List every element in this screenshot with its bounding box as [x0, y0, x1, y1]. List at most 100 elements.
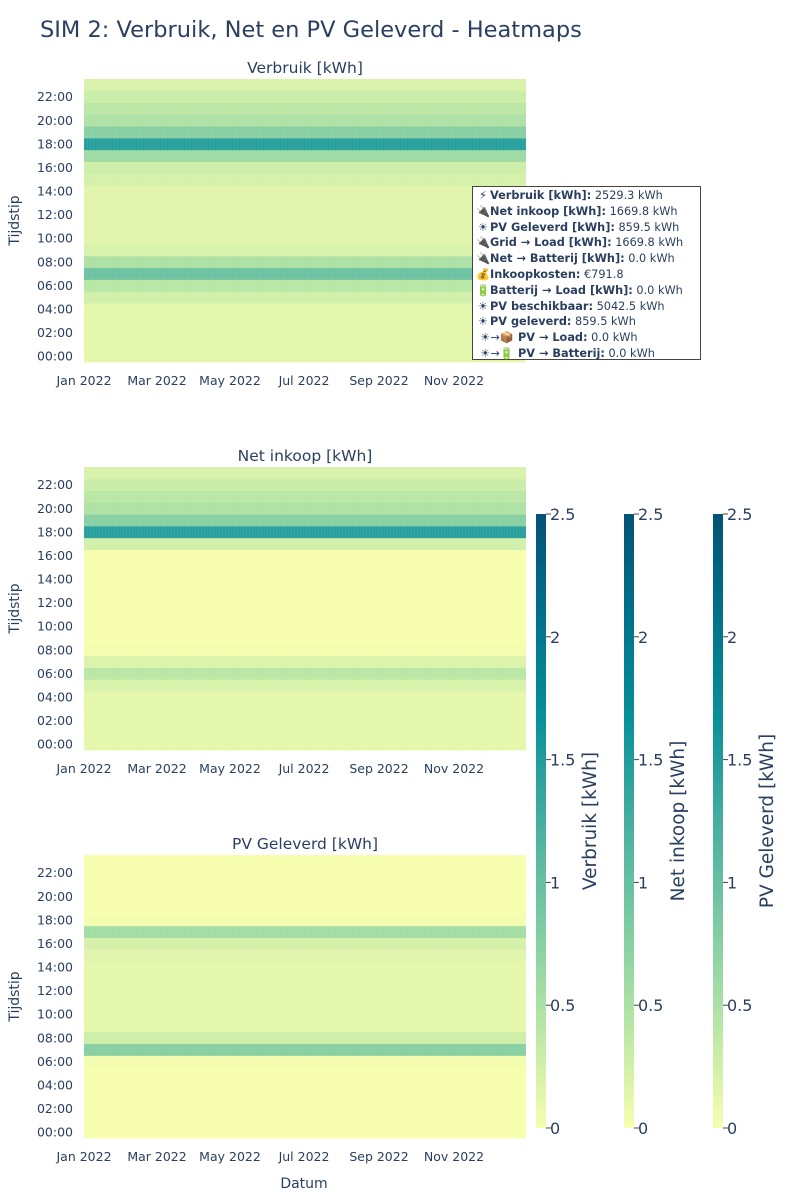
texture-stripe	[423, 467, 424, 750]
hover-key: Batterij → Load [kWh]:	[490, 283, 633, 297]
texture-stripe	[204, 855, 205, 1138]
x-tick-label: Sep 2022	[349, 1149, 408, 1164]
texture-stripe	[423, 855, 424, 1138]
hover-value: 1669.8 kWh	[611, 236, 684, 250]
texture-stripe	[174, 79, 175, 362]
colorbar-1: 0 0.5 1 1.5 2 2.5 Verbruik [kWh]	[536, 505, 601, 1138]
heatmap-row-03	[84, 1090, 526, 1104]
heatmap-row-15	[84, 561, 526, 574]
texture-stripe	[186, 79, 187, 362]
heatmap-row-05	[84, 1067, 526, 1080]
texture-stripe	[189, 79, 190, 362]
texture-stripe	[168, 855, 169, 1138]
texture-stripe	[396, 79, 397, 362]
texture-stripe	[240, 79, 241, 362]
texture-stripe	[231, 467, 232, 750]
texture-stripe	[297, 467, 298, 750]
texture-stripe	[114, 79, 115, 362]
texture-stripe	[240, 467, 241, 750]
texture-stripe	[273, 467, 274, 750]
texture-stripe	[450, 467, 451, 750]
heatmap-row-11	[84, 220, 526, 233]
texture-stripe	[327, 79, 328, 362]
texture-stripe	[99, 79, 100, 362]
texture-stripe	[312, 467, 313, 750]
texture-stripe	[339, 79, 340, 362]
texture-stripe	[429, 79, 430, 362]
hover-line: 🔋Batterij → Load [kWh]: 0.0 kWh	[476, 283, 697, 299]
texture-stripe	[285, 855, 286, 1138]
hover-key: Net → Batterij [kWh]:	[490, 252, 625, 266]
texture-stripe	[417, 79, 418, 362]
colorbar-tick-label: 0.5	[727, 996, 752, 1015]
texture-stripe	[342, 855, 343, 1138]
texture-stripe	[150, 79, 151, 362]
colorbar-tick-label: 2	[727, 628, 737, 647]
texture-stripe	[402, 79, 403, 362]
texture-stripe	[201, 79, 202, 362]
texture-stripe	[336, 467, 337, 750]
y-tick-label: 20:00	[37, 501, 73, 516]
plug-icon: 🔌	[476, 204, 491, 218]
texture-stripe	[477, 855, 478, 1138]
texture-stripe	[129, 79, 130, 362]
texture-stripe	[231, 855, 232, 1138]
texture-stripe	[495, 467, 496, 750]
texture-stripe	[432, 79, 433, 362]
hover-line: 🔌Net → Batterij [kWh]: 0.0 kWh	[476, 251, 697, 267]
texture-stripe	[252, 855, 253, 1138]
texture-stripe	[435, 79, 436, 362]
hover-line: ☀→📦 PV → Load: 0.0 kWh	[476, 330, 697, 346]
texture-stripe	[345, 855, 346, 1138]
texture-stripe	[96, 467, 97, 750]
texture-stripe	[345, 79, 346, 362]
texture-stripe	[231, 79, 232, 362]
texture-stripe	[474, 855, 475, 1138]
texture-stripe	[216, 855, 217, 1138]
texture-stripe	[522, 467, 523, 750]
texture-stripe	[357, 79, 358, 362]
hover-line: 🔌Net inkoop [kWh]: 1669.8 kWh	[476, 204, 697, 220]
texture-stripe	[201, 855, 202, 1138]
texture-stripe	[246, 855, 247, 1138]
colorbar-tick-label: 0	[550, 1119, 560, 1138]
texture-stripe	[414, 79, 415, 362]
colorbar-3: 0 0.5 1 1.5 2 2.5 PV Geleverd [kWh]	[713, 505, 778, 1138]
texture-stripe	[171, 467, 172, 750]
texture-stripe	[330, 855, 331, 1138]
texture-stripe	[267, 855, 268, 1138]
texture-stripe	[402, 855, 403, 1138]
hover-value: €791.8	[580, 267, 624, 281]
texture-stripe	[327, 855, 328, 1138]
colorbar-title: Verbruik [kWh]	[580, 752, 601, 890]
texture-stripe	[480, 467, 481, 750]
texture-stripe	[360, 79, 361, 362]
colorbar-tick-label: 1	[727, 873, 737, 892]
texture-stripe	[315, 855, 316, 1138]
texture-stripe	[522, 855, 523, 1138]
texture-stripe	[225, 467, 226, 750]
heatmap-row-00	[84, 1126, 526, 1139]
texture-stripe	[300, 467, 301, 750]
heatmap-row-16	[84, 161, 526, 174]
x-tick-label: Nov 2022	[424, 761, 484, 776]
texture-stripe	[123, 79, 124, 362]
y-tick-label: 10:00	[37, 1007, 73, 1022]
hover-line: ☀ PV beschikbaar: 5042.5 kWh	[476, 299, 697, 315]
texture-stripe	[336, 855, 337, 1138]
texture-stripe	[255, 79, 256, 362]
texture-stripe	[318, 467, 319, 750]
texture-stripe	[246, 79, 247, 362]
y-tick-label: 14:00	[37, 572, 73, 587]
hover-line: ☀→🔋 PV → Batterij: 0.0 kWh	[476, 346, 697, 362]
texture-stripe	[432, 855, 433, 1138]
heatmap-row-08	[84, 643, 526, 657]
x-tick-label: Mar 2022	[127, 1149, 186, 1164]
texture-stripe	[456, 467, 457, 750]
texture-stripe	[375, 855, 376, 1138]
texture-stripe	[126, 79, 127, 362]
y-axis-title: Tijdstip	[7, 971, 23, 1022]
x-tick-label: May 2022	[199, 761, 261, 776]
heatmap-row-14	[84, 961, 526, 974]
texture-stripe	[195, 467, 196, 750]
